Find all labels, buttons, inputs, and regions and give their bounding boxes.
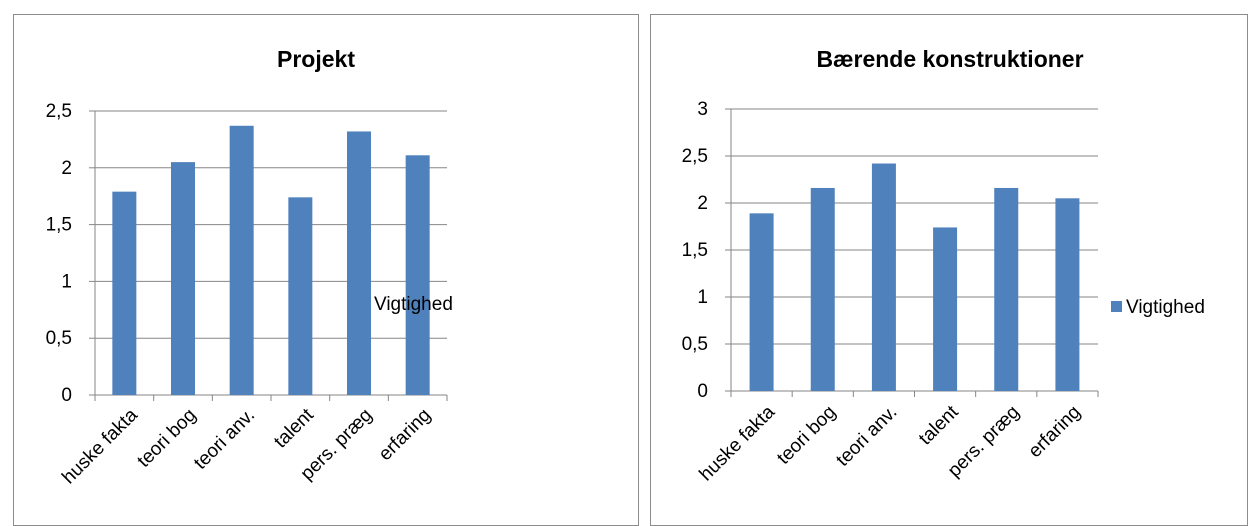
x-category-label: talent — [915, 401, 963, 449]
x-category-label: huske fakta — [58, 404, 142, 488]
bar — [749, 213, 774, 391]
x-category-label: erfaring — [1025, 402, 1085, 462]
bar — [112, 191, 137, 395]
chart-baerende-konstruktioner: Bærende konstruktioner 0 0,5 1 1,5 2 2,5 3 huske… — [682, 46, 1205, 485]
y-tick-label: 2 — [61, 158, 72, 179]
chart-title: Projekt — [277, 46, 355, 72]
x-category-label: teori bog — [133, 405, 200, 472]
legend-swatch — [1111, 301, 1122, 312]
legend-label: Vigtighed — [1126, 297, 1205, 318]
legend-label: Vigtighed — [374, 294, 453, 315]
y-tick-label: 1 — [697, 287, 708, 308]
x-category-label: teori bog — [773, 402, 840, 469]
bar — [933, 227, 958, 391]
y-tick-label: 0,5 — [46, 328, 72, 349]
chart-panel-projekt: Projekt 0 0,5 1 1,5 2 2,5 huske fakta teori bog t… — [13, 14, 639, 526]
bar — [810, 187, 835, 391]
legend-swatch — [359, 298, 370, 309]
chart-title: Bærende konstruktioner — [816, 46, 1083, 72]
x-category-label: teori anv. — [832, 402, 901, 471]
bar — [994, 187, 1019, 391]
bar — [871, 163, 896, 391]
y-tick-label: 0 — [61, 385, 72, 406]
bar — [288, 197, 313, 395]
y-tick-label: 2 — [697, 193, 708, 214]
x-category-label: erfaring — [375, 405, 435, 465]
bar — [405, 155, 430, 395]
x-category-label: teori anv. — [190, 405, 259, 474]
y-tick-label: 0,5 — [682, 334, 708, 355]
bar — [229, 125, 254, 395]
x-category-label: talent — [270, 404, 318, 452]
y-tick-label: 3 — [697, 99, 708, 120]
y-tick-label: 2,5 — [682, 146, 708, 167]
y-tick-label: 1 — [61, 271, 72, 292]
y-tick-label: 1,5 — [682, 240, 708, 261]
bar — [171, 162, 195, 395]
y-tick-label: 2,5 — [46, 101, 72, 122]
bar — [347, 131, 371, 395]
y-tick-label: 0 — [697, 381, 708, 402]
chart-panel-baerende-konstruktioner: Bærende konstruktioner 0 0,5 1 1,5 2 2,5 3 huske… — [650, 14, 1248, 526]
y-tick-label: 1,5 — [46, 215, 72, 236]
x-category-label: huske fakta — [696, 401, 780, 485]
bar — [1055, 198, 1080, 391]
